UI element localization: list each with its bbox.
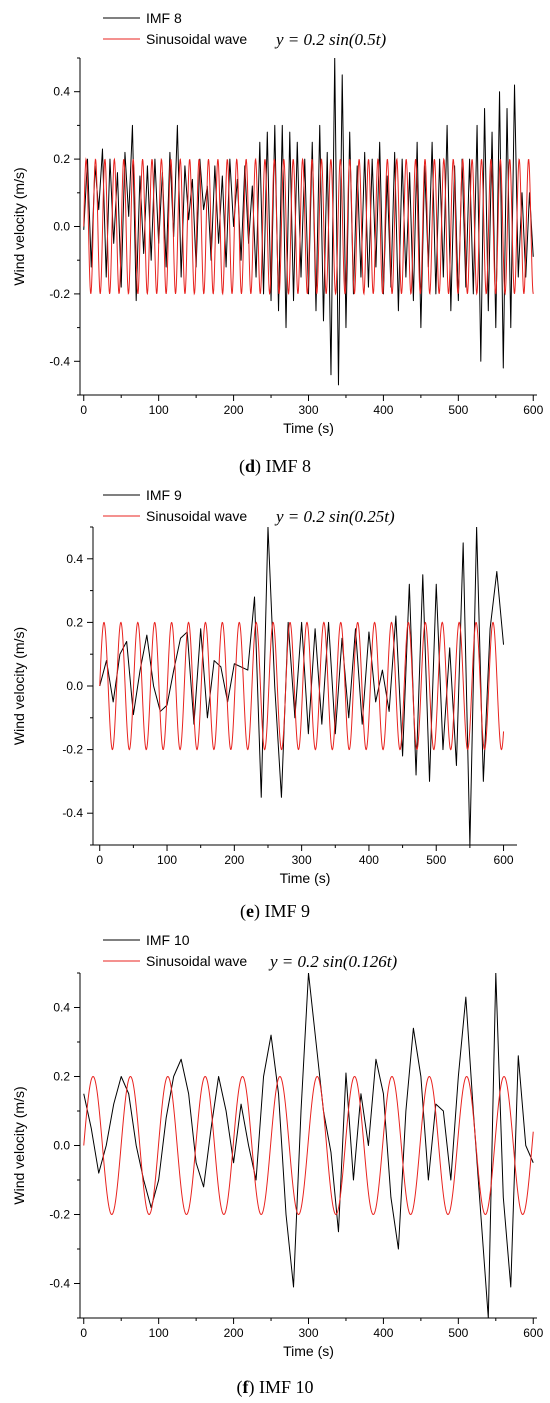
legend-label: Sinusoidal wave xyxy=(146,508,247,524)
equation-label: y = 0.2 sin(0.25t) xyxy=(274,507,395,526)
x-tick-label: 500 xyxy=(448,1326,468,1340)
plot-area xyxy=(99,527,505,845)
legend-label: IMF 9 xyxy=(146,487,182,503)
x-tick-label: 200 xyxy=(224,403,244,417)
y-tick-label: -0.4 xyxy=(62,806,83,820)
y-tick-label: 0.2 xyxy=(66,615,83,629)
series-imf-9 xyxy=(99,527,505,845)
x-axis-label: Time (s) xyxy=(283,420,334,436)
y-axis-label: Wind velocity (m/s) xyxy=(11,1086,27,1204)
y-tick-label: -0.2 xyxy=(49,287,70,301)
chart-panel-e: -0.4 -0.2 0.0 0.2 0.4 0 100 200 300 400 500 600 Time… xyxy=(11,487,517,922)
x-axis-label: Time (s) xyxy=(283,1343,334,1359)
legend-label: IMF 10 xyxy=(146,932,190,948)
chart-panel-d: -0.4 -0.2 0.0 0.2 0.4 0 100 200 300 400 500 600 Time… xyxy=(11,10,544,477)
series-sinusoidal-wave xyxy=(99,621,505,751)
x-tick-label: 0 xyxy=(80,403,87,417)
legend-label: Sinusoidal wave xyxy=(146,31,247,47)
plot-area xyxy=(83,58,534,386)
series-imf-8 xyxy=(83,58,534,386)
x-tick-label: 100 xyxy=(157,853,177,867)
y-tick-label: 0.2 xyxy=(53,152,70,166)
legend: IMF 10 Sinusoidal wave y = 0.2 sin(0.126t) xyxy=(103,932,397,971)
y-tick-label: -0.4 xyxy=(49,354,70,368)
y-axis-label: Wind velocity (m/s) xyxy=(11,627,27,745)
equation-label: y = 0.2 sin(0.5t) xyxy=(274,30,386,49)
panel-caption: (e) IMF 9 xyxy=(240,901,310,922)
series-imf-10 xyxy=(83,973,534,1318)
chart-panel-f: -0.4 -0.2 0.0 0.2 0.4 0 100 200 300 400 500 600 Time… xyxy=(11,932,544,1398)
x-tick-label: 400 xyxy=(373,403,393,417)
x-tick-label: 100 xyxy=(149,1326,169,1340)
y-tick-label: 0.0 xyxy=(66,679,83,693)
y-tick-label: -0.4 xyxy=(49,1277,70,1291)
x-tick-label: 0 xyxy=(80,1326,87,1340)
x-tick-label: 100 xyxy=(149,403,169,417)
series-sinusoidal-wave xyxy=(83,157,534,296)
legend-label: Sinusoidal wave xyxy=(146,953,247,969)
y-tick-label: 0.2 xyxy=(53,1070,70,1084)
x-tick-label: 500 xyxy=(448,403,468,417)
x-tick-label: 400 xyxy=(373,1326,393,1340)
y-tick-label: 0.4 xyxy=(66,552,83,566)
x-tick-label: 300 xyxy=(292,853,312,867)
legend-label: IMF 8 xyxy=(146,10,182,26)
legend: IMF 8 Sinusoidal wave y = 0.2 sin(0.5t) xyxy=(103,10,386,49)
panel-caption: (f) IMF 10 xyxy=(236,1377,313,1398)
x-tick-label: 600 xyxy=(523,403,543,417)
x-tick-label: 200 xyxy=(224,853,244,867)
x-tick-label: 600 xyxy=(523,1326,543,1340)
legend: IMF 9 Sinusoidal wave y = 0.2 sin(0.25t) xyxy=(103,487,395,526)
plot-area xyxy=(83,973,534,1318)
y-tick-label: 0.4 xyxy=(53,85,70,99)
x-tick-label: 400 xyxy=(359,853,379,867)
equation-label: y = 0.2 sin(0.126t) xyxy=(268,952,397,971)
x-tick-label: 600 xyxy=(494,853,514,867)
y-tick-label: -0.2 xyxy=(62,743,83,757)
x-tick-label: 500 xyxy=(426,853,446,867)
y-axis-label: Wind velocity (m/s) xyxy=(11,167,27,285)
x-tick-label: 300 xyxy=(298,1326,318,1340)
x-axis-label: Time (s) xyxy=(280,870,331,886)
series-sinusoidal-wave xyxy=(83,1075,534,1216)
x-tick-label: 200 xyxy=(224,1326,244,1340)
panel-caption: (d) IMF 8 xyxy=(239,456,311,477)
y-tick-label: 0.0 xyxy=(53,1139,70,1153)
x-tick-label: 300 xyxy=(298,403,318,417)
x-tick-label: 0 xyxy=(96,853,103,867)
y-tick-label: 0.4 xyxy=(53,1001,70,1015)
y-tick-label: -0.2 xyxy=(49,1208,70,1222)
y-tick-label: 0.0 xyxy=(53,220,70,234)
